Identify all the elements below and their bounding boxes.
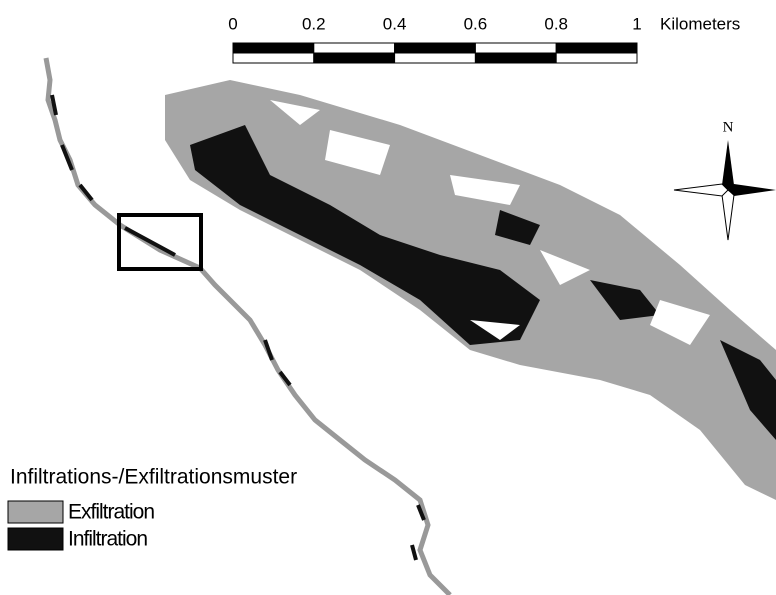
legend-label: Exfiltration [68,501,154,524]
scale-segment [232,52,315,64]
legend-swatch [7,527,64,551]
scale-segment [555,42,638,54]
arrow-west [673,183,729,197]
legend-title: Infiltrations-/Exfiltrationsmuster [10,466,297,489]
scale-segment [474,52,557,64]
infiltration-area [190,125,540,345]
scale-tick-label: 0.2 [302,14,326,33]
arrow-south [721,189,735,241]
legend-label: Infiltration [68,528,147,551]
scale-tick-label: 1 [632,14,641,33]
inset-box [117,213,203,271]
scale-unit: Kilometers [660,14,740,33]
river-line [43,57,452,595]
infiltration-area [495,210,776,440]
no-data-area [270,100,710,345]
north-label: N [723,119,734,135]
legend: Exfiltration Infiltration [7,500,155,551]
arrow-north [722,140,734,190]
scale-segment [394,52,476,64]
scale-tick-label: 0.4 [383,14,407,33]
scale-bar: 0 0.2 0.4 0.6 0.8 1 [228,14,642,64]
scale-segment [313,52,396,64]
river-overview [43,57,452,595]
scale-tick-label: 0.6 [464,14,488,33]
arrow-east [728,184,776,196]
scale-tick-label: 0 [228,14,237,33]
river-infiltration [50,94,426,561]
north-arrow: N [673,119,776,241]
scale-segment [394,42,476,54]
scale-tick-label: 0.8 [544,14,568,33]
scale-segment [313,42,396,54]
legend-swatch [7,500,64,524]
scale-segment [555,52,638,64]
scale-segment [474,42,557,54]
scale-segment [232,42,315,54]
raster-detail [165,80,776,500]
